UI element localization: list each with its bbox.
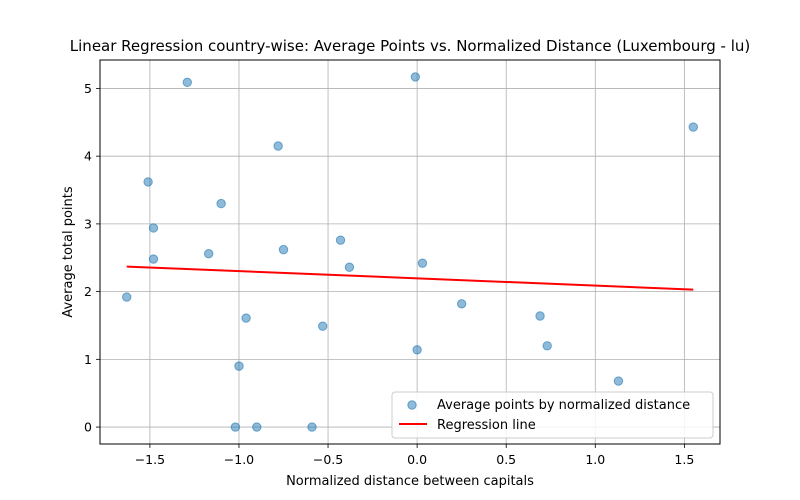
legend: Average points by normalized distance Re… — [391, 391, 714, 439]
scatter-point — [148, 223, 159, 233]
axis-ticks: −1.5 −1.0 −0.5 0.0 0.5 1.0 1.5 0 1 2 3 4 5 — [84, 81, 694, 467]
y-tick-label: 2 — [84, 284, 92, 299]
scatter-point — [318, 321, 328, 331]
scatter-point — [241, 313, 251, 323]
legend-box — [391, 391, 714, 439]
legend-label-scatter: Average points by normalized distance — [437, 398, 690, 413]
scatter-point — [203, 248, 214, 259]
legend-scatter-marker — [407, 400, 417, 410]
scatter-point — [535, 311, 545, 321]
x-tick-label: 1.5 — [674, 452, 694, 467]
legend-label-line: Regression line — [437, 418, 536, 433]
scatter-point — [278, 244, 289, 255]
y-tick-label: 0 — [84, 420, 92, 435]
scatter-point — [542, 341, 552, 351]
plot-area — [122, 72, 698, 432]
x-axis-title: Normalized distance between capitals — [286, 474, 534, 489]
scatter-point — [417, 258, 428, 268]
y-tick-label: 5 — [84, 81, 92, 96]
scatter-point — [344, 262, 355, 272]
scatter-point — [122, 292, 132, 302]
scatter-point — [216, 198, 226, 209]
y-tick-label: 3 — [84, 216, 92, 231]
scatter-point — [182, 77, 192, 88]
y-axis-title: Average total points — [61, 186, 76, 318]
x-tick-label: 0.0 — [407, 452, 427, 467]
scatter-point — [252, 422, 262, 432]
x-tick-label: −0.5 — [313, 452, 343, 467]
scatter-point — [143, 177, 153, 187]
scatter-point — [410, 72, 421, 82]
scatter-point — [307, 422, 317, 432]
axes-frame — [99, 59, 721, 445]
x-tick-label: 0.5 — [496, 452, 516, 467]
scatter-point — [688, 122, 698, 132]
scatter-point — [230, 422, 241, 432]
scatter-point — [148, 254, 159, 264]
y-tick-label: 4 — [84, 149, 92, 164]
scatter-point — [335, 235, 346, 245]
regression-line — [126, 265, 694, 291]
x-tick-label: 1.0 — [585, 452, 605, 467]
scatter-point — [613, 376, 624, 386]
scatter-point — [412, 345, 422, 355]
grid — [100, 60, 720, 444]
x-tick-label: −1.0 — [224, 452, 254, 467]
chart-title: Linear Regression country-wise: Average … — [70, 37, 750, 55]
scatter-point — [456, 299, 467, 309]
scatter-point — [273, 141, 283, 151]
x-tick-label: −1.5 — [135, 452, 165, 467]
y-tick-label: 1 — [84, 352, 92, 367]
scatter-point — [234, 361, 244, 371]
